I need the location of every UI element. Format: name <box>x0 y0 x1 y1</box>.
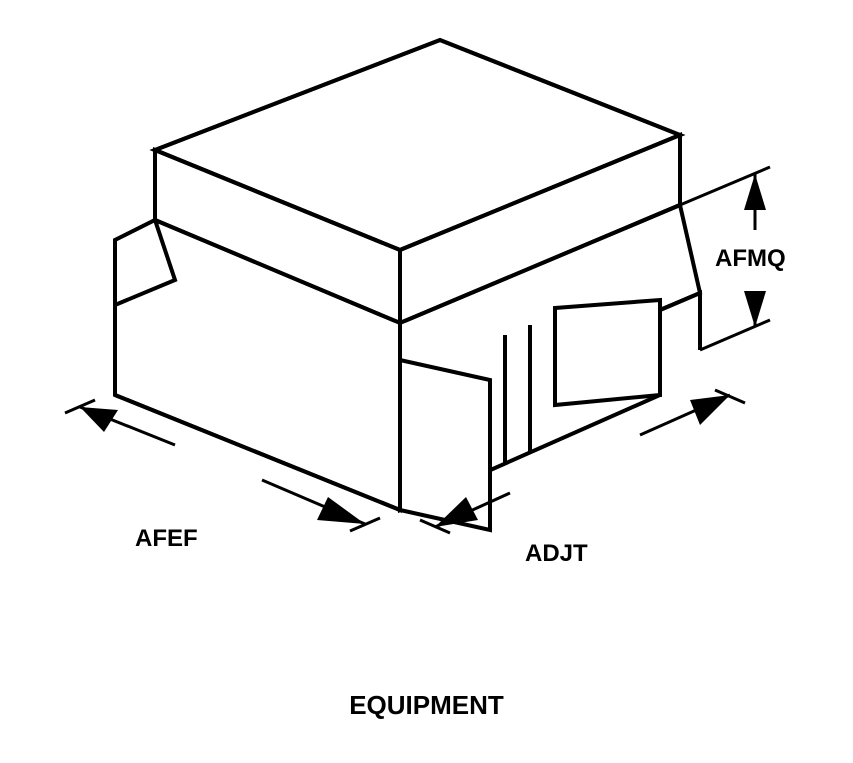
dim-label-adjt: ADJT <box>525 540 588 568</box>
diagram-title: EQUIPMENT <box>0 690 853 721</box>
dim-label-afef: AFEF <box>135 525 198 553</box>
equipment-box-diagram <box>0 0 853 763</box>
dim-label-afmq: AFMQ <box>715 245 786 273</box>
